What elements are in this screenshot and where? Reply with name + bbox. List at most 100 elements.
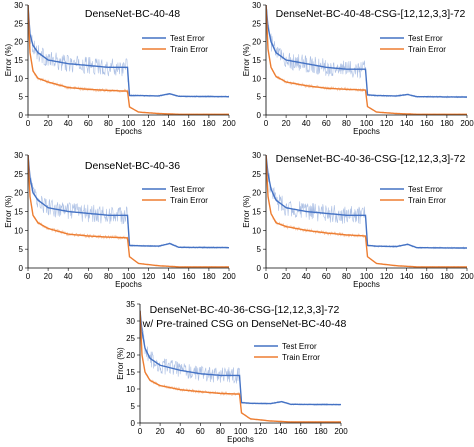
x-tick-label: 140 <box>400 119 414 128</box>
y-tick-label: 30 <box>126 317 135 326</box>
legend-label: Train Error <box>170 196 208 205</box>
y-tick-label: 10 <box>126 385 135 394</box>
x-tick-label: 40 <box>302 272 311 281</box>
y-tick-label: 0 <box>131 419 136 428</box>
x-tick-label: 160 <box>294 427 308 436</box>
y-tick-label: 20 <box>252 189 261 198</box>
x-tick-label: 160 <box>420 119 434 128</box>
series-line-test-error <box>28 5 229 98</box>
y-tick-label: 15 <box>14 56 23 65</box>
y-tick-label: 35 <box>126 300 135 309</box>
y-tick-label: 30 <box>252 1 261 10</box>
chart-title: DenseNet-BC-40-48-CSG-[12,12,3,3]-72 <box>276 8 466 20</box>
x-tick-label: 80 <box>104 119 113 128</box>
y-axis-title: Error (%) <box>242 43 251 76</box>
chart-title: DenseNet-BC-40-48 <box>85 8 180 20</box>
x-tick-label: 120 <box>254 427 268 436</box>
x-tick-label: 120 <box>380 119 394 128</box>
chart-panel-4: 0 20 40 60 80 100 120 140 160 180 200 0 5 10 15 20 25 30 E… <box>242 151 474 289</box>
x-tick-label: 120 <box>142 119 156 128</box>
x-tick-label: 100 <box>360 119 374 128</box>
x-tick-label: 0 <box>264 119 269 128</box>
x-tick-label: 200 <box>222 272 236 281</box>
y-tick-label: 25 <box>252 19 261 28</box>
y-tick-label: 20 <box>252 38 261 47</box>
x-tick-label: 20 <box>44 119 53 128</box>
x-tick-label: 140 <box>274 427 288 436</box>
y-axis-title: Error (%) <box>4 43 13 76</box>
x-tick-label: 0 <box>26 119 31 128</box>
chart-title: DenseNet-BC-40-36 <box>85 160 180 172</box>
y-axis-title: Error (%) <box>116 347 125 380</box>
x-axis-title: Epochs <box>227 435 254 444</box>
x-tick-label: 180 <box>314 427 328 436</box>
x-tick-label: 40 <box>64 272 73 281</box>
chart-panel-1: 0 20 40 60 80 100 120 140 160 180 200 0 5 10 15 20 25 30 E… <box>4 1 236 136</box>
y-tick-label: 20 <box>126 351 135 360</box>
x-tick-label: 20 <box>44 272 53 281</box>
x-tick-label: 100 <box>360 272 374 281</box>
series-line-train-error <box>28 155 229 268</box>
y-tick-label: 25 <box>252 170 261 179</box>
x-tick-label: 120 <box>380 272 394 281</box>
series-line-test-error <box>28 155 229 249</box>
x-tick-label: 40 <box>302 119 311 128</box>
x-tick-label: 100 <box>122 272 136 281</box>
series-line-train-error <box>266 5 467 115</box>
x-tick-label: 180 <box>202 272 216 281</box>
x-tick-label: 60 <box>84 119 93 128</box>
y-tick-label: 10 <box>14 74 23 83</box>
x-tick-label: 160 <box>182 119 196 128</box>
x-tick-label: 200 <box>222 119 236 128</box>
y-tick-label: 25 <box>14 19 23 28</box>
x-tick-label: 180 <box>440 119 454 128</box>
y-tick-label: 10 <box>14 226 23 235</box>
x-tick-label: 20 <box>156 427 165 436</box>
y-tick-label: 10 <box>252 226 261 235</box>
legend-label: Test Error <box>170 34 205 43</box>
chart-title: w/ Pre-trained CSG on DenseNet-BC-40-48 <box>142 318 347 330</box>
y-tick-label: 0 <box>19 111 24 120</box>
x-tick-label: 0 <box>138 427 143 436</box>
x-tick-label: 60 <box>322 272 331 281</box>
x-tick-label: 160 <box>420 272 434 281</box>
series-line-test-error <box>266 155 467 249</box>
x-tick-label: 60 <box>322 119 331 128</box>
x-tick-label: 200 <box>460 119 474 128</box>
x-tick-label: 80 <box>104 272 113 281</box>
y-tick-label: 20 <box>14 189 23 198</box>
legend-label: Train Error <box>408 45 446 54</box>
series-line-train-error <box>28 5 229 115</box>
series-line-test-error <box>140 310 341 406</box>
y-tick-label: 5 <box>257 245 262 254</box>
x-tick-label: 0 <box>26 272 31 281</box>
x-tick-label: 200 <box>334 427 348 436</box>
y-tick-label: 30 <box>14 1 23 10</box>
x-axis-title: Epochs <box>353 280 380 289</box>
x-tick-label: 60 <box>84 272 93 281</box>
x-axis-title: Epochs <box>353 127 380 136</box>
x-tick-label: 20 <box>282 119 291 128</box>
chart-title: DenseNet-BC-40-36-CSG-[12,12,3,3]-72 <box>276 153 466 165</box>
x-tick-label: 140 <box>400 272 414 281</box>
legend-label: Train Error <box>408 196 446 205</box>
y-tick-label: 25 <box>126 334 135 343</box>
y-tick-label: 15 <box>14 208 23 217</box>
legend-label: Train Error <box>282 353 320 362</box>
y-tick-label: 5 <box>131 402 136 411</box>
x-axis-title: Epochs <box>115 127 142 136</box>
x-tick-label: 120 <box>142 272 156 281</box>
x-tick-label: 140 <box>162 119 176 128</box>
x-tick-label: 200 <box>460 272 474 281</box>
legend-label: Test Error <box>408 185 443 194</box>
series-line-test-error <box>266 5 467 98</box>
chart-title: DenseNet-BC-40-36-CSG-[12,12,3,3]-72 <box>150 304 340 316</box>
y-tick-label: 30 <box>252 151 261 160</box>
x-tick-label: 180 <box>202 119 216 128</box>
x-tick-label: 80 <box>342 119 351 128</box>
y-tick-label: 20 <box>14 38 23 47</box>
series-line-train-error <box>140 310 341 423</box>
series-line-train-error <box>266 155 467 268</box>
x-tick-label: 160 <box>182 272 196 281</box>
y-tick-label: 5 <box>19 245 24 254</box>
